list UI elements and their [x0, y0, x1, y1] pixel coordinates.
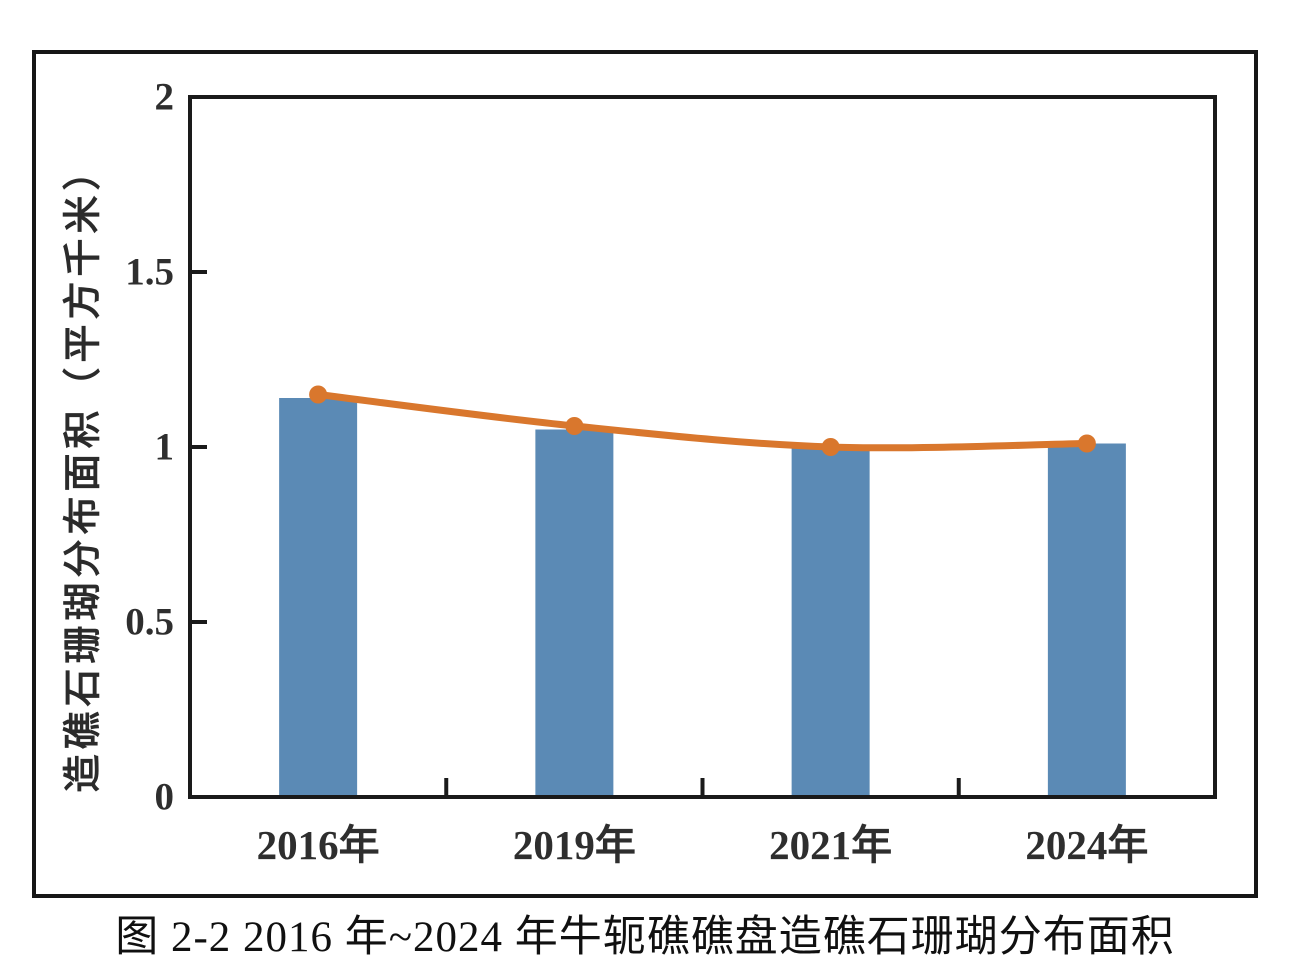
line-marker — [821, 438, 840, 456]
bar — [1047, 443, 1126, 797]
figure-caption: 图 2-2 2016 年~2024 年牛轭礁礁盘造礁石珊瑚分布面积 — [115, 914, 1175, 961]
y-tick-label: 0.5 — [125, 601, 174, 644]
y-tick-label: 2 — [155, 76, 175, 119]
x-category-label: 2021年 — [769, 822, 892, 868]
chart-frame: 0 0.5 1 1.5 2 2016年 2019年 2021年 2024年 — [32, 50, 1258, 898]
line-marker — [1077, 434, 1096, 453]
bar — [279, 398, 358, 797]
y-axis-title: 造礁石珊瑚分布面积（平方千米） — [62, 147, 105, 793]
bar — [535, 429, 614, 797]
y-tick-label: 1 — [155, 426, 175, 469]
line-path — [314, 391, 1091, 452]
line-marker — [309, 385, 328, 404]
x-category-label: 2024年 — [1025, 822, 1148, 868]
x-category-label: 2019年 — [513, 822, 636, 868]
bar — [791, 447, 870, 797]
y-tick-label: 1.5 — [125, 251, 174, 294]
y-tick-label: 0 — [155, 776, 175, 819]
x-category-label: 2016年 — [257, 822, 380, 868]
chart-svg: 0 0.5 1 1.5 2 2016年 2019年 2021年 2024年 — [125, 76, 1217, 868]
line-marker — [565, 417, 584, 435]
